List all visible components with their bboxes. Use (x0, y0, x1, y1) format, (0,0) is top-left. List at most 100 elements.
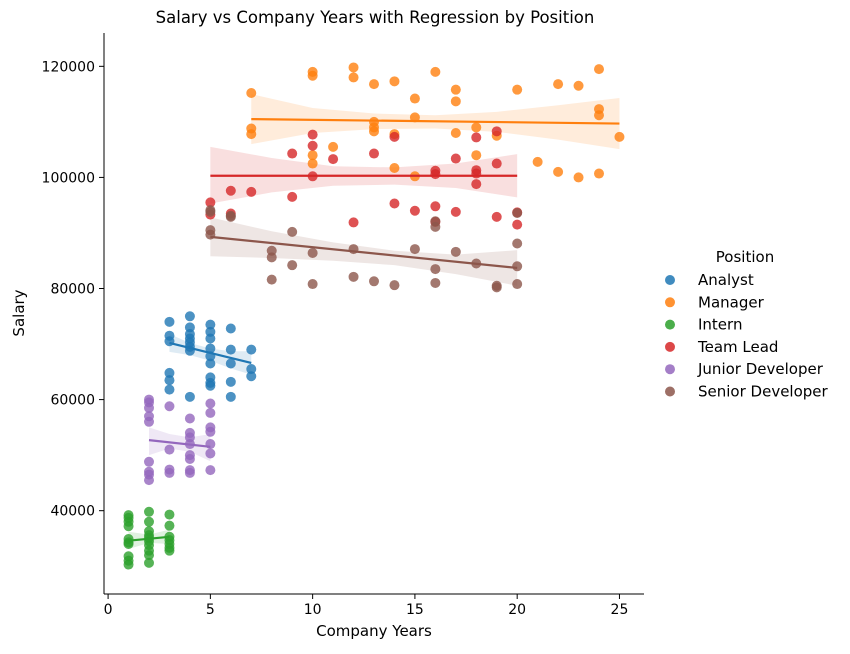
x-tick-label: 15 (406, 602, 424, 618)
junior-developer-point (205, 398, 216, 409)
regression-lines (128, 117, 620, 542)
team-lead-point (307, 129, 318, 140)
team-lead-point (348, 217, 359, 228)
manager-point (594, 110, 604, 121)
legend-item-analyst: Analyst (665, 271, 754, 289)
legend: Position Analyst Manager Intern Team Lead Ju… (665, 248, 829, 401)
senior-developer-point (512, 261, 523, 272)
manager-point (430, 66, 441, 77)
intern-point (144, 550, 154, 561)
senior-developer-point (512, 238, 523, 249)
intern-point (144, 506, 154, 517)
senior-developer-point (409, 244, 420, 255)
team-lead-point (491, 126, 502, 137)
manager-point (512, 84, 523, 95)
manager-point (307, 158, 318, 169)
analyst-point (184, 391, 195, 402)
team-lead-point (512, 219, 523, 230)
analyst-point (164, 375, 175, 386)
analyst-point (205, 333, 216, 344)
analyst-point (205, 343, 216, 354)
senior-developer-point (266, 274, 277, 285)
intern-point (164, 520, 175, 531)
intern-point (123, 521, 134, 532)
legend-marker-manager (665, 297, 675, 308)
legend-marker-senior-developer (665, 386, 675, 397)
y-tick-label: 80000 (50, 282, 95, 298)
senior-developer-point (307, 247, 318, 258)
senior-developer-point (491, 282, 502, 293)
legend-label: Manager (698, 293, 765, 311)
senior-developer-point (287, 260, 298, 271)
analyst-point (184, 311, 195, 322)
legend-item-senior-developer: Senior Developer (665, 383, 829, 401)
manager-regression-line (251, 117, 620, 125)
junior-developer-point (205, 465, 216, 476)
junior-developer-point (184, 454, 195, 465)
senior-developer-point (225, 211, 236, 222)
manager-point (348, 72, 359, 83)
y-tick-label: 40000 (50, 504, 95, 520)
junior-developer-point (205, 448, 216, 459)
junior-developer-point (184, 467, 195, 478)
x-ticks: 0 5 10 15 20 25 (104, 594, 629, 618)
manager-point (369, 79, 379, 90)
manager-point (409, 112, 420, 123)
analyst-point (205, 358, 216, 369)
intern-regression-line (128, 535, 170, 542)
legend-marker-intern (665, 319, 675, 330)
legend-marker-analyst (665, 275, 675, 285)
legend-label: Analyst (698, 271, 754, 289)
chart-title: Salary vs Company Years with Regression … (156, 8, 595, 27)
x-tick-label: 20 (508, 602, 526, 618)
manager-point (573, 172, 584, 183)
data-points (123, 62, 625, 570)
senior-developer-regression-line (210, 235, 518, 270)
legend-label: Junior Developer (697, 360, 824, 378)
manager-point (450, 127, 461, 138)
junior-developer-point (144, 416, 154, 427)
team-lead-point (471, 132, 482, 143)
team-lead-point (491, 211, 502, 222)
analyst-point (246, 364, 257, 375)
junior-developer-point (164, 444, 175, 455)
analyst-point (164, 316, 175, 327)
legend-label: Intern (698, 316, 742, 334)
analyst-point (225, 376, 236, 387)
intern-point (164, 545, 175, 556)
x-tick-label: 25 (611, 602, 629, 618)
analyst-point (225, 344, 236, 355)
intern-point (164, 509, 175, 520)
manager-point (389, 76, 400, 87)
senior-developer-point (430, 264, 441, 275)
analyst-point (225, 391, 236, 402)
analyst-point (164, 367, 175, 378)
legend-label: Senior Developer (698, 383, 829, 401)
junior-developer-point (144, 475, 154, 486)
team-lead-point (287, 191, 298, 202)
manager-point (246, 87, 257, 98)
junior-developer-point (144, 402, 154, 413)
manager-point (553, 166, 564, 177)
team-lead-point (430, 169, 441, 180)
team-lead-point (307, 140, 318, 151)
intern-point (123, 559, 134, 570)
analyst-point (205, 319, 216, 330)
team-lead-point (409, 205, 420, 216)
legend-title: Position (716, 248, 774, 266)
senior-developer-point (512, 207, 523, 218)
senior-developer-point (389, 280, 400, 291)
manager-point (532, 156, 543, 167)
senior-developer-point (266, 252, 277, 263)
junior-developer-point (164, 467, 175, 478)
junior-developer-point (205, 407, 216, 418)
legend-item-junior-developer: Junior Developer (665, 360, 824, 378)
x-tick-label: 0 (104, 602, 113, 618)
team-lead-point (450, 153, 461, 164)
manager-point (409, 93, 420, 104)
axes (103, 33, 644, 595)
manager-point (553, 79, 564, 90)
team-lead-point (369, 148, 379, 159)
